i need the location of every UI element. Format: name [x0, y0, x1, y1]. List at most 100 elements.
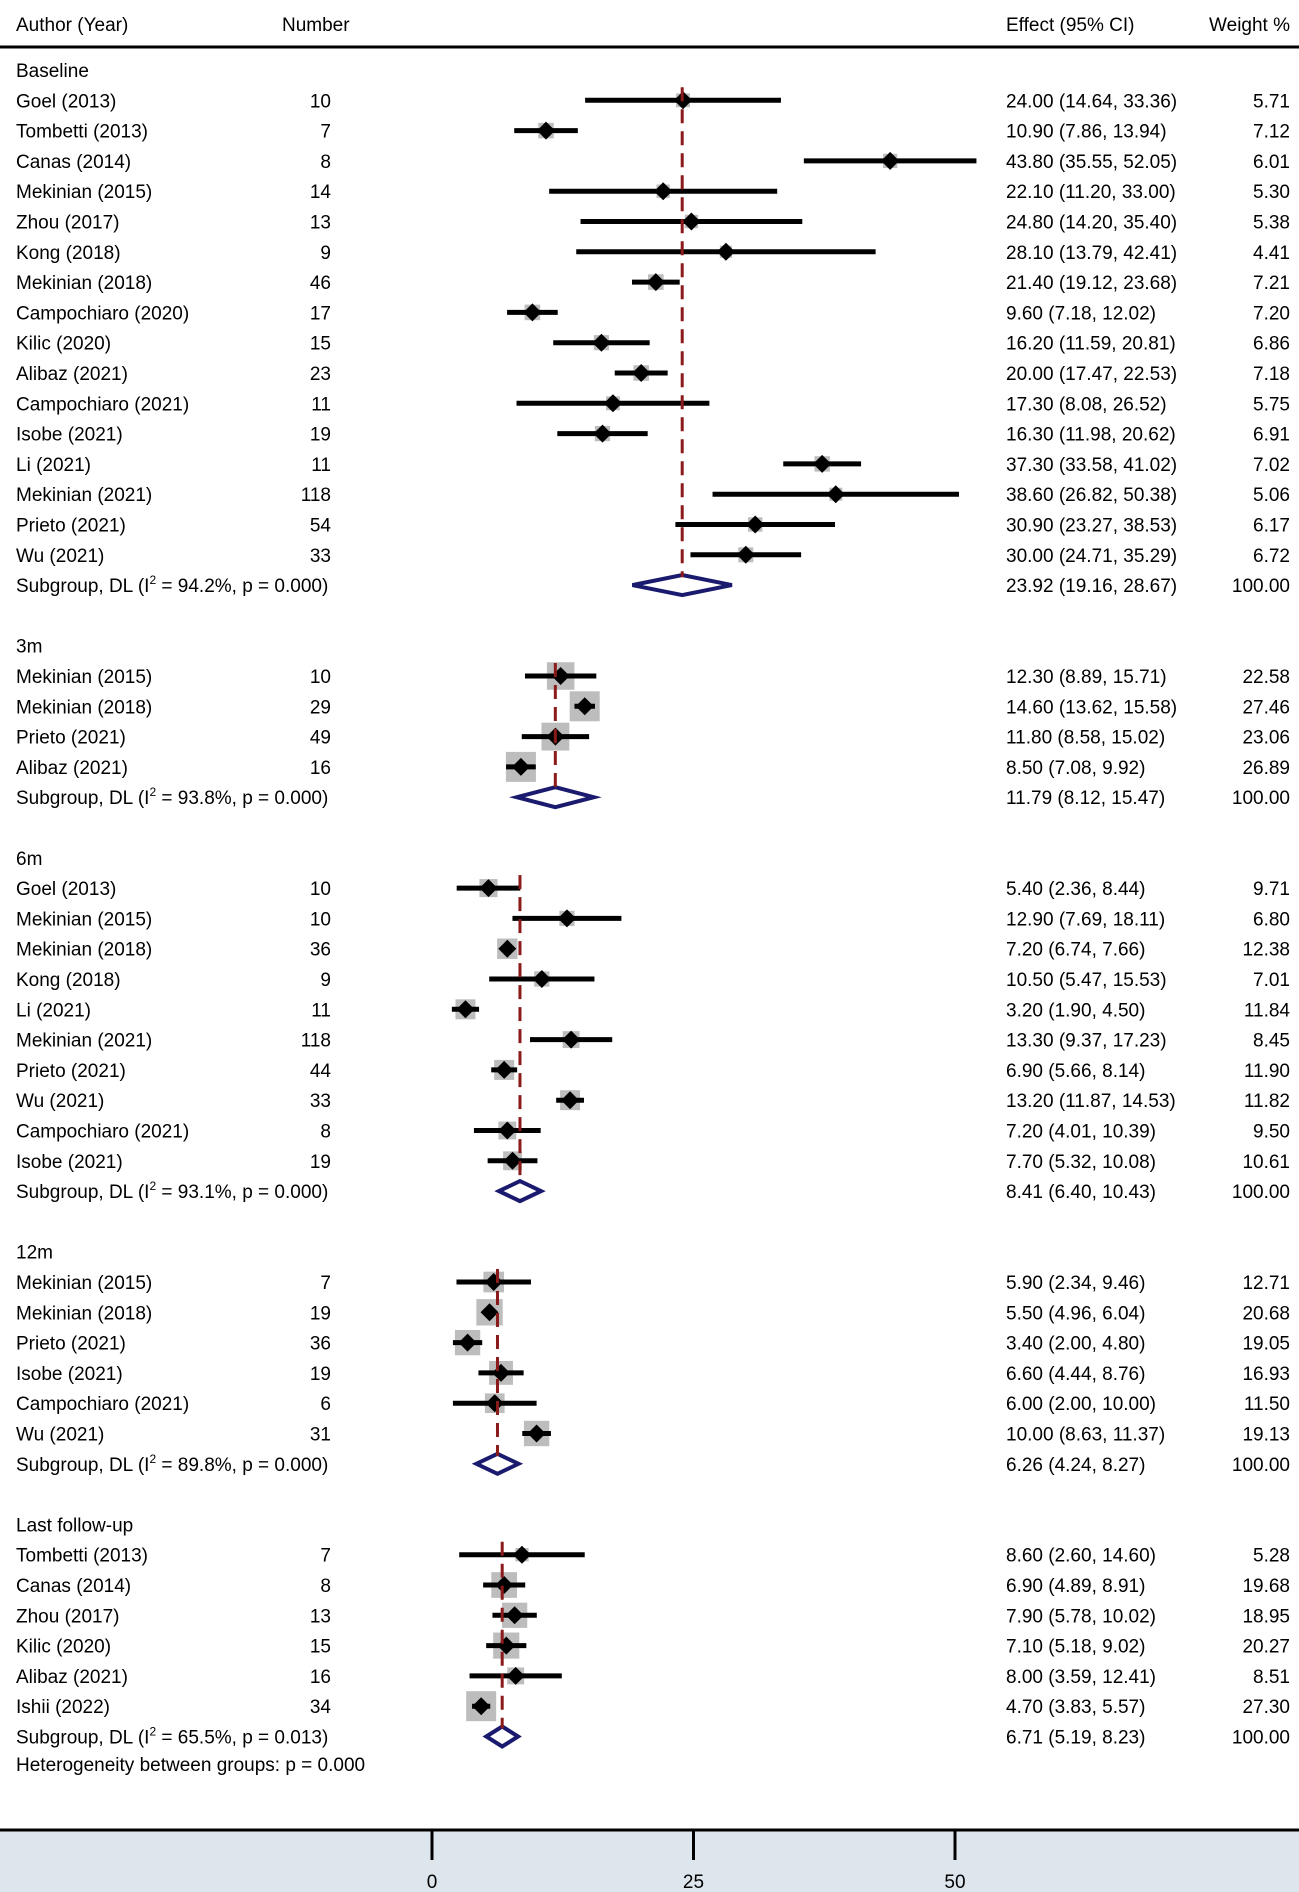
study-weight: 12.71	[1242, 1273, 1290, 1294]
x-axis-tick-label: 25	[683, 1872, 704, 1892]
study-effect-ci: 8.60 (2.60, 14.60)	[1006, 1546, 1156, 1567]
study-weight: 19.68	[1242, 1576, 1290, 1597]
study-number: 23	[310, 364, 331, 385]
header-row: Author (Year) Number Effect (95% CI) Wei…	[0, 15, 1299, 49]
point-estimate	[458, 1333, 477, 1352]
study-number: 8	[320, 1122, 331, 1143]
study-effect-ci: 7.90 (5.78, 10.02)	[1006, 1606, 1156, 1627]
subgroup-diamond	[509, 785, 602, 810]
point-estimate	[527, 1424, 546, 1443]
point-estimate	[603, 394, 622, 413]
study-number: 16	[310, 758, 331, 779]
study-row: Wu (2021) 33 13.20 (11.87, 14.53) 11.82	[16, 1090, 1290, 1112]
study-author: Alibaz (2021)	[16, 364, 128, 385]
subgroup-label-pre: Subgroup, DL (I	[16, 1455, 149, 1476]
study-effect-ci: 38.60 (26.82, 50.38)	[1006, 485, 1177, 506]
study-author: Alibaz (2021)	[16, 1667, 128, 1688]
study-weight: 23.06	[1242, 728, 1290, 749]
study-effect-ci: 22.10 (11.20, 33.00)	[1006, 182, 1176, 203]
study-row: Zhou (2017) 13 24.80 (14.20, 35.40) 5.38	[16, 212, 1290, 234]
study-number: 49	[310, 728, 331, 749]
study-author: Campochiaro (2021)	[16, 1122, 189, 1143]
study-author: Mekinian (2015)	[16, 1273, 152, 1294]
study-row: Alibaz (2021) 23 20.00 (17.47, 22.53) 7.18	[16, 364, 1290, 385]
study-weight: 6.86	[1253, 334, 1290, 355]
study-row: Alibaz (2021) 16 8.50 (7.08, 9.92) 26.89	[16, 751, 1290, 782]
point-estimate	[480, 1303, 499, 1322]
study-row: Mekinian (2018) 36 7.20 (6.74, 7.66) 12.38	[16, 938, 1290, 961]
subgroup-label-pre: Subgroup, DL (I	[16, 1182, 149, 1203]
point-estimate	[495, 1576, 514, 1594]
point-estimate	[472, 1697, 491, 1716]
study-author: Isobe (2021)	[16, 1152, 123, 1173]
study-row: Mekinian (2018) 46 21.40 (19.12, 23.68) 7.2…	[16, 273, 1290, 294]
study-effect-ci: 6.90 (5.66, 8.14)	[1006, 1061, 1145, 1082]
subgroup-weight: 100.00	[1232, 576, 1290, 597]
point-estimate	[512, 1545, 531, 1564]
study-row: Campochiaro (2021) 11 17.30 (8.08, 26.52) 5…	[16, 394, 1290, 415]
study-effect-ci: 17.30 (8.08, 26.52)	[1006, 394, 1167, 415]
study-number: 34	[310, 1697, 332, 1718]
study-weight: 16.93	[1242, 1364, 1290, 1385]
study-number: 10	[310, 667, 331, 688]
study-number: 13	[310, 1606, 331, 1627]
study-effect-ci: 7.70 (5.32, 10.08)	[1006, 1152, 1156, 1173]
subgroup-weight: 100.00	[1232, 1455, 1290, 1476]
study-author: Zhou (2017)	[16, 1606, 120, 1627]
study-row: Campochiaro (2021) 6 6.00 (2.00, 10.00) 11.…	[16, 1393, 1290, 1415]
point-estimate	[537, 121, 556, 140]
study-weight: 7.02	[1253, 455, 1290, 476]
study-number: 29	[310, 697, 331, 718]
subgroup-block: 6m Goel (2013) 10 5.40 (2.36, 8.44) 9.71 Meki…	[16, 849, 1290, 1204]
study-effect-ci: 30.00 (24.71, 35.29)	[1006, 546, 1177, 567]
subgroup-label-post: = 65.5%, p = 0.013)	[156, 1728, 328, 1749]
study-row: Isobe (2021) 19 6.60 (4.44, 8.76) 16.93	[16, 1360, 1290, 1385]
subgroup-block: 12m Mekinian (2015) 7 5.90 (2.34, 9.46) 12.7…	[16, 1243, 1290, 1477]
study-effect-ci: 6.90 (4.89, 8.91)	[1006, 1576, 1145, 1597]
study-author: Mekinian (2018)	[16, 697, 152, 718]
subgroup-weight: 100.00	[1232, 1182, 1290, 1203]
study-author: Li (2021)	[16, 455, 91, 476]
study-number: 7	[320, 122, 331, 143]
study-row: Canas (2014) 8 43.80 (35.55, 52.05) 6.01	[16, 151, 1290, 173]
study-row: Campochiaro (2021) 8 7.20 (4.01, 10.39) 9.5…	[16, 1121, 1290, 1143]
study-weight: 20.27	[1242, 1637, 1290, 1658]
study-row: Prieto (2021) 49 11.80 (8.58, 15.02) 23.06	[16, 722, 1290, 751]
study-author: Goel (2013)	[16, 91, 116, 112]
study-number: 13	[310, 213, 331, 234]
study-number: 118	[301, 1031, 331, 1052]
study-effect-ci: 12.30 (8.89, 15.71)	[1006, 667, 1167, 688]
study-effect-ci: 4.70 (3.83, 5.57)	[1006, 1697, 1145, 1718]
study-weight: 18.95	[1242, 1606, 1290, 1627]
study-author: Mekinian (2021)	[16, 1031, 152, 1052]
study-row: Zhou (2017) 13 7.90 (5.78, 10.02) 18.95	[16, 1602, 1290, 1628]
study-effect-ci: 3.40 (2.00, 4.80)	[1006, 1334, 1145, 1355]
study-row: Wu (2021) 31 10.00 (8.63, 11.37) 19.13	[16, 1420, 1290, 1447]
subgroup-label: Subgroup, DL (I2 = 65.5%, p = 0.013)	[16, 1725, 328, 1749]
study-weight: 11.90	[1244, 1061, 1290, 1082]
point-estimate	[511, 757, 530, 776]
study-weight: 9.71	[1253, 879, 1290, 900]
point-estimate	[503, 1151, 522, 1170]
point-estimate	[485, 1394, 504, 1413]
study-effect-ci: 37.30 (33.58, 41.02)	[1006, 455, 1177, 476]
study-weight: 5.75	[1253, 394, 1290, 415]
point-estimate	[646, 273, 665, 292]
study-number: 17	[310, 303, 331, 324]
point-estimate	[813, 454, 832, 473]
subgroup-label-superscript: 2	[149, 1179, 156, 1193]
study-number: 7	[320, 1273, 331, 1294]
study-number: 33	[310, 1091, 331, 1112]
subgroup-label-pre: Subgroup, DL (I	[16, 788, 149, 809]
study-author: Li (2021)	[16, 1000, 91, 1021]
study-weight: 6.80	[1253, 909, 1290, 930]
subgroup-label-superscript: 2	[149, 1725, 156, 1739]
study-author: Mekinian (2015)	[16, 667, 152, 688]
header-effect: Effect (95% CI)	[1006, 15, 1134, 36]
study-effect-ci: 24.80 (14.20, 35.40)	[1006, 213, 1177, 234]
subgroup-label-post: = 94.2%, p = 0.000)	[156, 576, 328, 597]
study-author: Isobe (2021)	[16, 1364, 123, 1385]
study-effect-ci: 9.60 (7.18, 12.02)	[1006, 303, 1156, 324]
study-number: 54	[310, 516, 332, 537]
